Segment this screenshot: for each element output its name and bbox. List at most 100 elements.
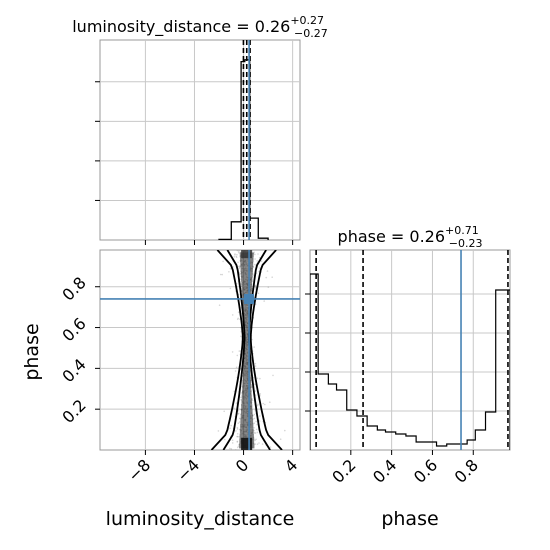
sample-point xyxy=(253,251,255,254)
sample-point xyxy=(229,447,231,450)
sample-point xyxy=(236,253,238,256)
sample-point xyxy=(234,370,237,372)
sample-point xyxy=(256,260,259,262)
title-prefix: luminosity_distance = xyxy=(72,17,254,37)
density-cell xyxy=(240,414,253,419)
truth-marker xyxy=(244,293,255,304)
sample-point xyxy=(236,428,239,430)
density-cell xyxy=(240,272,253,277)
sample-point xyxy=(254,390,257,392)
density-cell xyxy=(239,433,254,439)
sample-point xyxy=(231,442,234,444)
sample-point xyxy=(253,413,256,416)
sample-point xyxy=(269,401,271,404)
sample-point xyxy=(233,407,235,410)
sample-point xyxy=(259,393,262,395)
sample-point xyxy=(254,284,257,287)
sample-point xyxy=(229,427,231,430)
density-cell xyxy=(241,399,253,405)
contour-line xyxy=(222,250,246,450)
sample-point xyxy=(279,438,282,441)
density-cell xyxy=(240,267,253,273)
sample-point xyxy=(235,256,238,259)
sample-point xyxy=(254,258,256,260)
sample-point xyxy=(224,438,226,441)
contour-line xyxy=(249,250,283,450)
sample-point xyxy=(254,443,256,445)
sample-point xyxy=(253,432,256,434)
sample-point xyxy=(251,386,253,389)
density-cell xyxy=(243,321,250,326)
sample-point xyxy=(219,273,222,276)
density-cell xyxy=(243,360,250,366)
density-cell xyxy=(242,379,251,385)
sample-point xyxy=(266,270,269,272)
sample-point xyxy=(235,430,237,432)
sample-point xyxy=(237,445,240,448)
sample-point xyxy=(254,439,256,442)
sample-point xyxy=(264,403,266,406)
density-cell xyxy=(243,370,251,375)
sample-point xyxy=(231,439,234,442)
sample-point xyxy=(236,318,239,321)
sample-point xyxy=(258,442,260,444)
luminosity-distance-histogram-panel xyxy=(95,39,301,245)
density-cell xyxy=(242,384,252,390)
sample-point xyxy=(256,404,259,407)
sample-point xyxy=(218,304,221,307)
density-cell xyxy=(242,306,251,312)
sample-point xyxy=(234,449,237,450)
sample-point xyxy=(221,273,223,276)
sample-point xyxy=(253,417,256,420)
density-cell xyxy=(244,350,250,356)
density-cell xyxy=(242,311,251,317)
sample-point xyxy=(237,413,239,415)
sample-point xyxy=(254,253,256,256)
density-cell xyxy=(241,281,253,287)
x-tick-label: 0.4 xyxy=(369,455,400,486)
sample-point xyxy=(228,271,230,273)
x-tick-label: −4 xyxy=(173,455,203,485)
density-cell xyxy=(240,262,254,268)
sample-point xyxy=(231,314,234,316)
sample-point xyxy=(239,272,241,275)
luminosity-distance-title: luminosity_distance = 0.26+0.27 −0.27 xyxy=(72,14,328,40)
sample-point xyxy=(236,250,239,252)
sample-point xyxy=(259,377,261,380)
density-cell xyxy=(240,423,254,429)
title-upper-error: +0.71 xyxy=(445,224,479,237)
x-tick-label: 4 xyxy=(281,455,302,476)
sample-point xyxy=(237,311,240,314)
sample-point xyxy=(251,399,254,402)
sample-point xyxy=(239,265,241,267)
density-cell xyxy=(241,276,253,282)
density-cell xyxy=(244,340,249,346)
sample-point xyxy=(250,385,253,388)
sample-point xyxy=(230,424,232,427)
sample-point xyxy=(238,350,241,352)
histogram-step xyxy=(310,273,510,450)
sample-point xyxy=(260,260,263,263)
sample-point xyxy=(256,443,259,446)
sample-point xyxy=(253,346,255,348)
density-2d-panel: −8 −4 0 4 0.2 0.4 0.6 0.8 xyxy=(58,249,302,486)
sample-point xyxy=(258,256,261,259)
density-core xyxy=(239,252,255,449)
sample-point xyxy=(255,438,257,441)
sample-point xyxy=(262,402,265,405)
phase-histogram-panel: 0.2 0.4 0.6 0.8 xyxy=(305,249,511,487)
y-tick-label: 0.2 xyxy=(58,396,89,427)
y-tick-label: 0.8 xyxy=(58,273,89,304)
sample-point xyxy=(254,432,257,434)
density-cell xyxy=(241,404,253,410)
x-axis-label-phase: phase xyxy=(381,508,438,530)
sample-point xyxy=(238,252,240,254)
density-cell xyxy=(241,286,252,292)
histogram-step xyxy=(218,59,269,240)
density-band-top xyxy=(241,250,253,259)
sample-point xyxy=(235,402,238,405)
title-upper-error: +0.27 xyxy=(290,14,324,27)
sample-point xyxy=(237,261,239,264)
sample-point xyxy=(253,422,255,425)
